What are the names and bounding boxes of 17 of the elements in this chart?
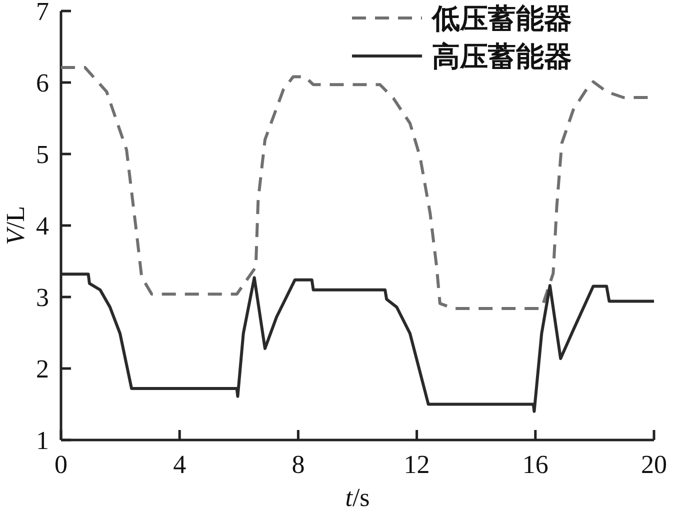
y-tick-label: 2 (36, 354, 49, 384)
x-tick-label: 16 (522, 450, 548, 479)
y-tick-label: 7 (36, 0, 49, 26)
legend-label: 高压蓄能器 (432, 41, 572, 73)
legend-label: 低压蓄能器 (431, 4, 572, 35)
x-tick-label: 8 (292, 450, 305, 479)
y-tick-label: 6 (36, 68, 49, 98)
y-tick-label: 4 (36, 212, 49, 240)
x-tick-label: 20 (641, 450, 667, 479)
x-tick-label: 12 (404, 450, 430, 479)
y-tick-label: 3 (36, 283, 49, 312)
y-tick-label: 5 (36, 140, 49, 169)
y-axis-title: V/L (1, 206, 30, 245)
x-axis-title: t/s (345, 483, 370, 512)
x-tick-label: 4 (173, 450, 186, 479)
x-tick-label: 0 (54, 450, 68, 479)
y-tick-label: 1 (36, 426, 49, 455)
